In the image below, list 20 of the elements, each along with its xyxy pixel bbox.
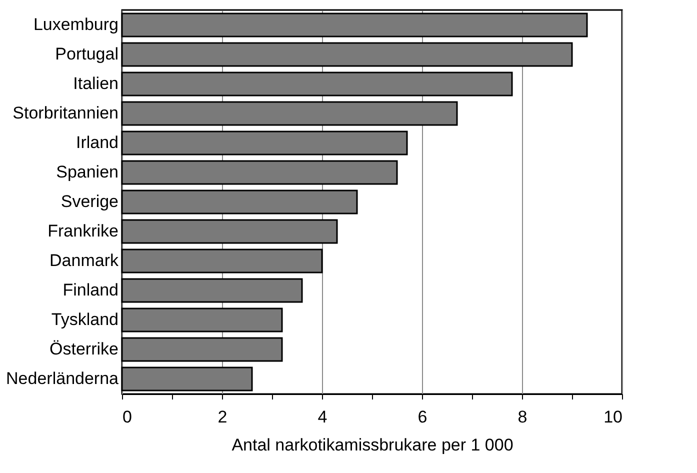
y-tick-label: Nederländerna: [6, 368, 120, 388]
y-tick-label: Portugal: [55, 44, 118, 64]
y-tick-label: Österrike: [50, 339, 118, 358]
x-tick-label: 8: [518, 408, 528, 426]
y-tick-label: Finland: [62, 280, 118, 300]
x-axis-title: Antal narkotikamissbrukare per 1 000: [232, 436, 514, 454]
x-tick-label: 6: [418, 408, 428, 426]
y-tick-label: Storbritannien: [12, 104, 118, 123]
y-tick-label: Italien: [73, 74, 118, 94]
x-tick-label: 10: [604, 408, 622, 426]
y-tick-label: Tyskland: [51, 310, 118, 329]
y-tick-label: Irland: [76, 133, 118, 152]
x-tick-label: 0: [122, 408, 132, 426]
x-tick-label: 4: [318, 408, 328, 426]
y-tick-label: Luxemburg: [33, 15, 118, 34]
y-tick-label: Sverige: [60, 192, 118, 211]
x-tick-label: 2: [218, 408, 228, 426]
y-tick-label: Frankrike: [48, 221, 118, 240]
y-tick-label: Danmark: [50, 250, 119, 270]
y-tick-label: Spanien: [56, 162, 118, 182]
